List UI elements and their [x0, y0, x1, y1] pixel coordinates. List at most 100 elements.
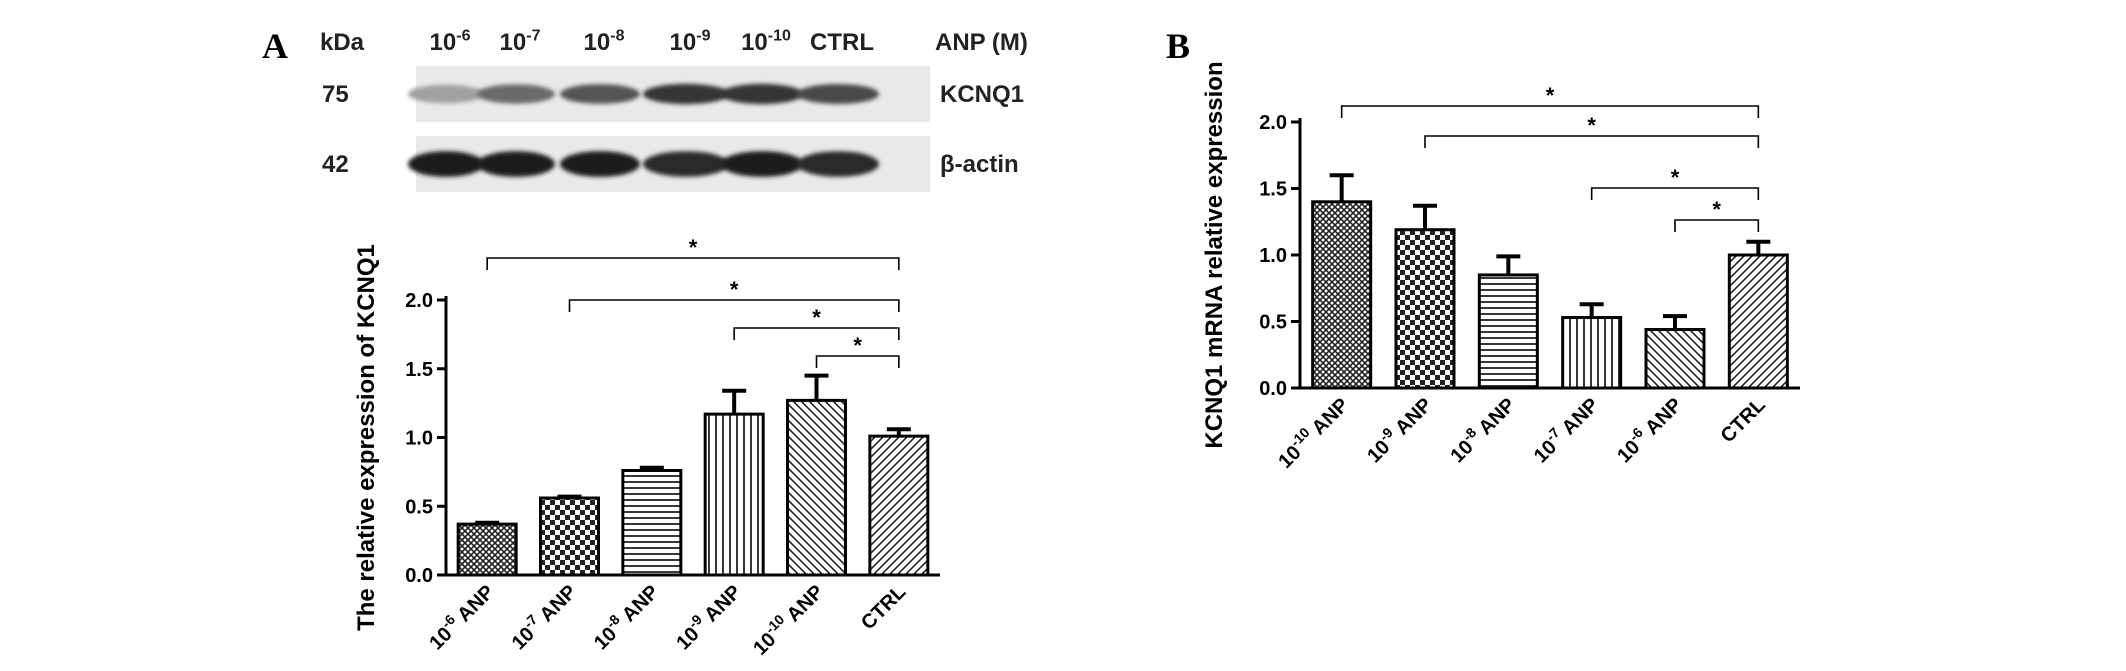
label-suffix: ANP — [532, 581, 581, 630]
x-tick-label: 10-9 ANP — [1360, 391, 1436, 467]
blot-row-kda: 75 — [322, 81, 349, 108]
label-exponent: -6 — [456, 27, 470, 44]
label-exponent: -7 — [526, 27, 540, 44]
blot-band — [643, 83, 729, 105]
blot-lane-label: 10-7 — [500, 27, 541, 56]
chart-panel-b: 0.0 0.5 1.0 1.5 2.0 KCNQ1 mRNA relative expre… — [1201, 61, 1800, 473]
y-axis-label: KCNQ1 mRNA relative expression — [1201, 61, 1228, 448]
blot-band — [721, 83, 803, 105]
bar — [1561, 316, 1623, 390]
x-tick-label: 10-10 ANP — [746, 578, 828, 660]
x-tick-label: 10-7 ANP — [1527, 391, 1603, 467]
blot-band — [477, 151, 555, 177]
x-tick-label: 10-7 ANP — [505, 578, 581, 654]
blot-band — [408, 84, 484, 104]
label-suffix: ANP — [1554, 394, 1603, 443]
blot-row-protein: β-actin — [940, 151, 1019, 178]
label-base: 10 — [670, 29, 697, 56]
chart-panel-a: 0.0 0.5 1.0 1.5 2.0 The relative expression o… — [353, 235, 940, 660]
blot-band — [477, 84, 555, 104]
significance-star: * — [1587, 113, 1596, 138]
blot-lane-label: 10-6 — [430, 27, 471, 56]
x-tick-label: 10-6 ANP — [422, 578, 498, 654]
significance-bracket — [1424, 135, 1760, 148]
x-tick-label: 10-10 ANP — [1271, 391, 1353, 473]
blot-band — [721, 151, 803, 177]
y-tick-label: 0.5 — [1259, 312, 1287, 334]
significance-star: * — [730, 277, 739, 302]
blot-lane-label: 10-8 — [584, 27, 625, 56]
panel-letter-b: B — [1166, 26, 1190, 66]
significance-bracket — [1590, 187, 1760, 200]
blot-band — [408, 151, 484, 177]
bar — [786, 398, 847, 577]
significance-bracket — [733, 327, 900, 340]
significance-bracket — [568, 299, 900, 312]
significance-bracket — [1340, 105, 1760, 118]
x-tick-label: CTRL — [1717, 394, 1770, 447]
label-suffix: ANP — [615, 581, 664, 630]
label-exponent: -8 — [610, 27, 624, 44]
significance-star: * — [689, 235, 698, 260]
label-suffix: ANP — [697, 581, 746, 630]
label-base: CTRL — [1717, 394, 1770, 447]
x-tick-label: 10-8 ANP — [587, 578, 663, 654]
significance-star: * — [812, 305, 821, 330]
y-tick-label: 2.0 — [405, 290, 433, 312]
panel-letter-a: A — [262, 26, 288, 66]
y-tick-label: 1.5 — [405, 359, 433, 381]
blot-kda-header: kDa — [320, 29, 365, 56]
y-tick-label: 1.5 — [1259, 179, 1287, 201]
label-suffix: ANP — [1638, 394, 1687, 443]
blot-lane-label: CTRL — [810, 29, 874, 56]
blot-row-protein: KCNQ1 — [940, 81, 1024, 108]
significance-star: * — [1712, 197, 1721, 222]
label-base: 10 — [430, 29, 457, 56]
significance-star: * — [1546, 83, 1555, 108]
label-suffix: ANP — [1471, 394, 1520, 443]
blot-rows: 75 KCNQ1 42 β-actin — [322, 66, 1024, 192]
blot-row-kda: 42 — [322, 151, 349, 178]
y-tick-label: 1.0 — [405, 428, 433, 450]
x-tick-label: 10-8 ANP — [1443, 391, 1519, 467]
bar — [1394, 228, 1456, 390]
blot-band — [560, 151, 640, 177]
blot-treatment-label: ANP (M) — [935, 29, 1028, 56]
y-axis-label: The relative expression of KCNQ1 — [353, 244, 380, 631]
x-tick-label: 10-9 ANP — [669, 578, 745, 654]
blot-band — [797, 151, 879, 177]
y-tick-label: 2.0 — [1259, 112, 1287, 134]
blot-lane-labels: 10-6 10-7 10-8 10-9 10-10 CTRL — [430, 27, 874, 56]
x-tick-label: CTRL — [857, 581, 910, 634]
label-base: 10 — [500, 29, 527, 56]
blot-band — [797, 84, 879, 104]
blot-lane-label: 10-10 — [741, 27, 791, 56]
label-suffix: ANP — [450, 581, 499, 630]
label-base: 10 — [584, 29, 611, 56]
bar — [1727, 253, 1789, 390]
label-exponent: -9 — [696, 27, 710, 44]
bar — [1477, 273, 1539, 390]
bar — [539, 496, 600, 577]
y-tick-label: 0.0 — [1259, 378, 1287, 400]
label-suffix: ANP — [1304, 394, 1353, 443]
bar — [456, 522, 518, 577]
western-blot: kDa ANP (M) 10-6 10-7 10-8 10-9 10-10 CTRL 75… — [320, 27, 1028, 192]
y-tick-label: 0.5 — [405, 496, 433, 518]
bar — [703, 412, 765, 577]
blot-lane-label: 10-9 — [670, 27, 711, 56]
significance-bracket — [486, 257, 900, 270]
significance-star: * — [1671, 165, 1680, 190]
label-exponent: -10 — [768, 27, 791, 44]
blot-band — [560, 84, 640, 104]
bar — [621, 469, 683, 577]
label-base: CTRL — [857, 581, 910, 634]
bar — [868, 434, 930, 577]
bar — [1311, 200, 1373, 390]
significance-bracket — [1674, 219, 1760, 232]
label-base: CTRL — [810, 29, 874, 56]
x-tick-label: 10-6 ANP — [1610, 391, 1686, 467]
y-tick-label: 0.0 — [405, 565, 433, 587]
significance-star: * — [853, 333, 862, 358]
